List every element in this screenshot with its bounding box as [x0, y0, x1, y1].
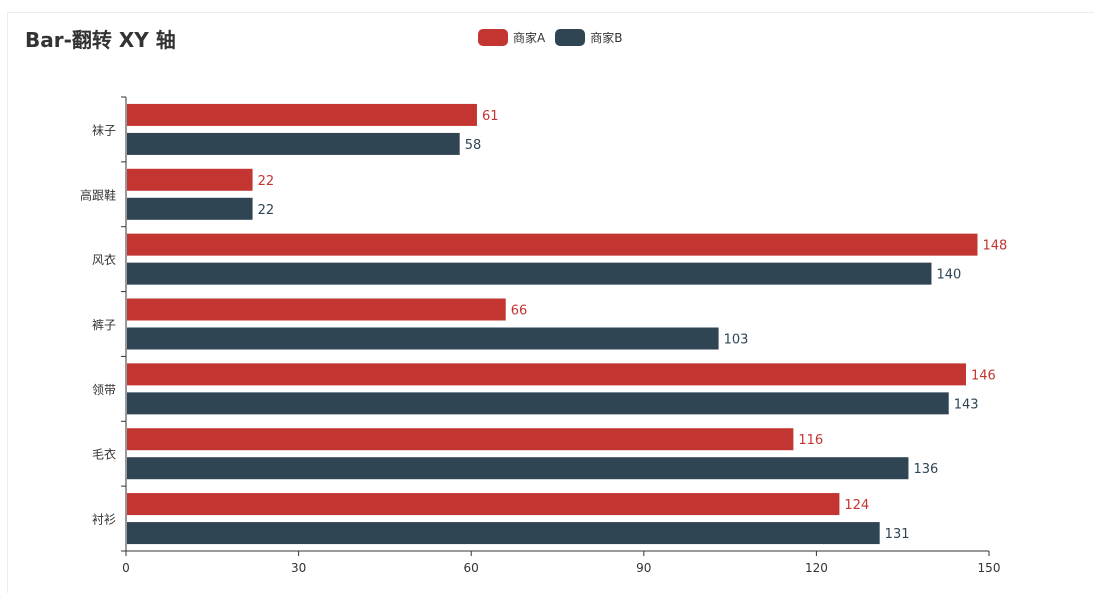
chart-card — [7, 12, 1094, 593]
legend-label-b: 商家B — [590, 31, 623, 45]
legend: 商家A 商家B — [478, 29, 622, 46]
chart-title: Bar-翻转 XY 轴 — [25, 28, 176, 52]
legend-item-a[interactable]: 商家A — [478, 29, 545, 46]
legend-swatch-a-icon — [478, 29, 508, 46]
legend-swatch-b-icon — [555, 29, 586, 46]
legend-item-b[interactable]: 商家B — [555, 29, 622, 46]
legend-label-a: 商家A — [513, 31, 546, 45]
